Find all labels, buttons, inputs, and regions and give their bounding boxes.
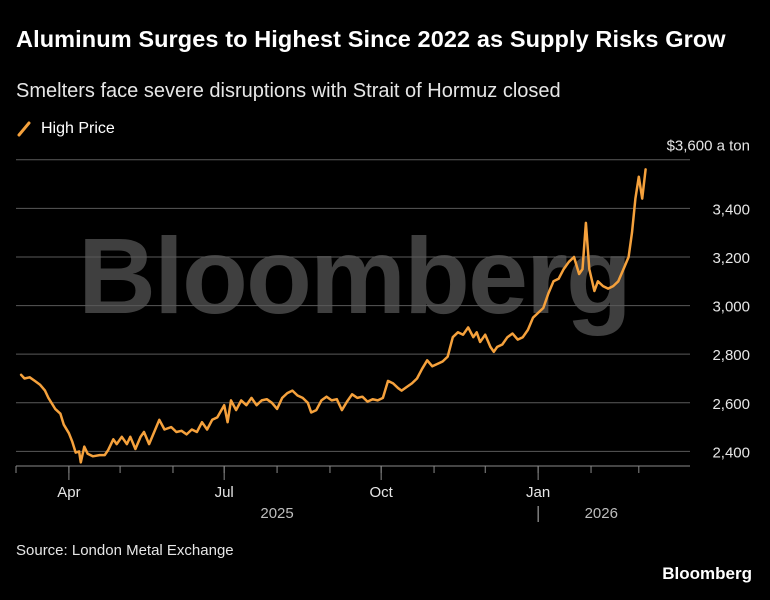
y-tick-label: 2,400 — [712, 444, 750, 461]
series-line-high-price — [19, 168, 647, 464]
source-note: Source: London Metal Exchange — [16, 542, 234, 559]
x-tick-label: Apr — [57, 484, 80, 501]
y-tick-label: $3,600 a ton — [667, 138, 750, 155]
y-tick-label: 3,200 — [712, 250, 750, 267]
x-tick-label: Jan — [526, 484, 550, 501]
x-tick-label: Oct — [369, 484, 393, 501]
series-layer — [19, 168, 647, 464]
y-tick-label: 2,600 — [712, 396, 750, 413]
y-tick-label: 3,400 — [712, 201, 750, 218]
x-year-label: 2025 — [260, 505, 293, 522]
gridlines — [16, 159, 690, 452]
x-tick-label: Jul — [215, 484, 234, 501]
bloomberg-logo: Bloomberg — [662, 564, 752, 583]
chart-subtitle: Smelters face severe disruptions with St… — [16, 80, 561, 102]
y-tick-label: 2,800 — [712, 347, 750, 364]
legend-label: High Price — [41, 120, 115, 137]
legend-line-swatch-icon — [17, 121, 31, 137]
legend: High Price — [16, 120, 115, 138]
x-axis: Apr Jul Oct Jan 2025 2026 — [15, 465, 690, 522]
x-year-label: 2026 — [585, 505, 618, 522]
y-axis-tick-labels: 2,400 2,600 2,800 3,000 3,200 3,400 $3,600 a t… — [667, 138, 750, 462]
y-tick-label: 3,000 — [712, 299, 750, 316]
chart-title: Aluminum Surges to Highest Since 2022 as… — [16, 26, 726, 52]
